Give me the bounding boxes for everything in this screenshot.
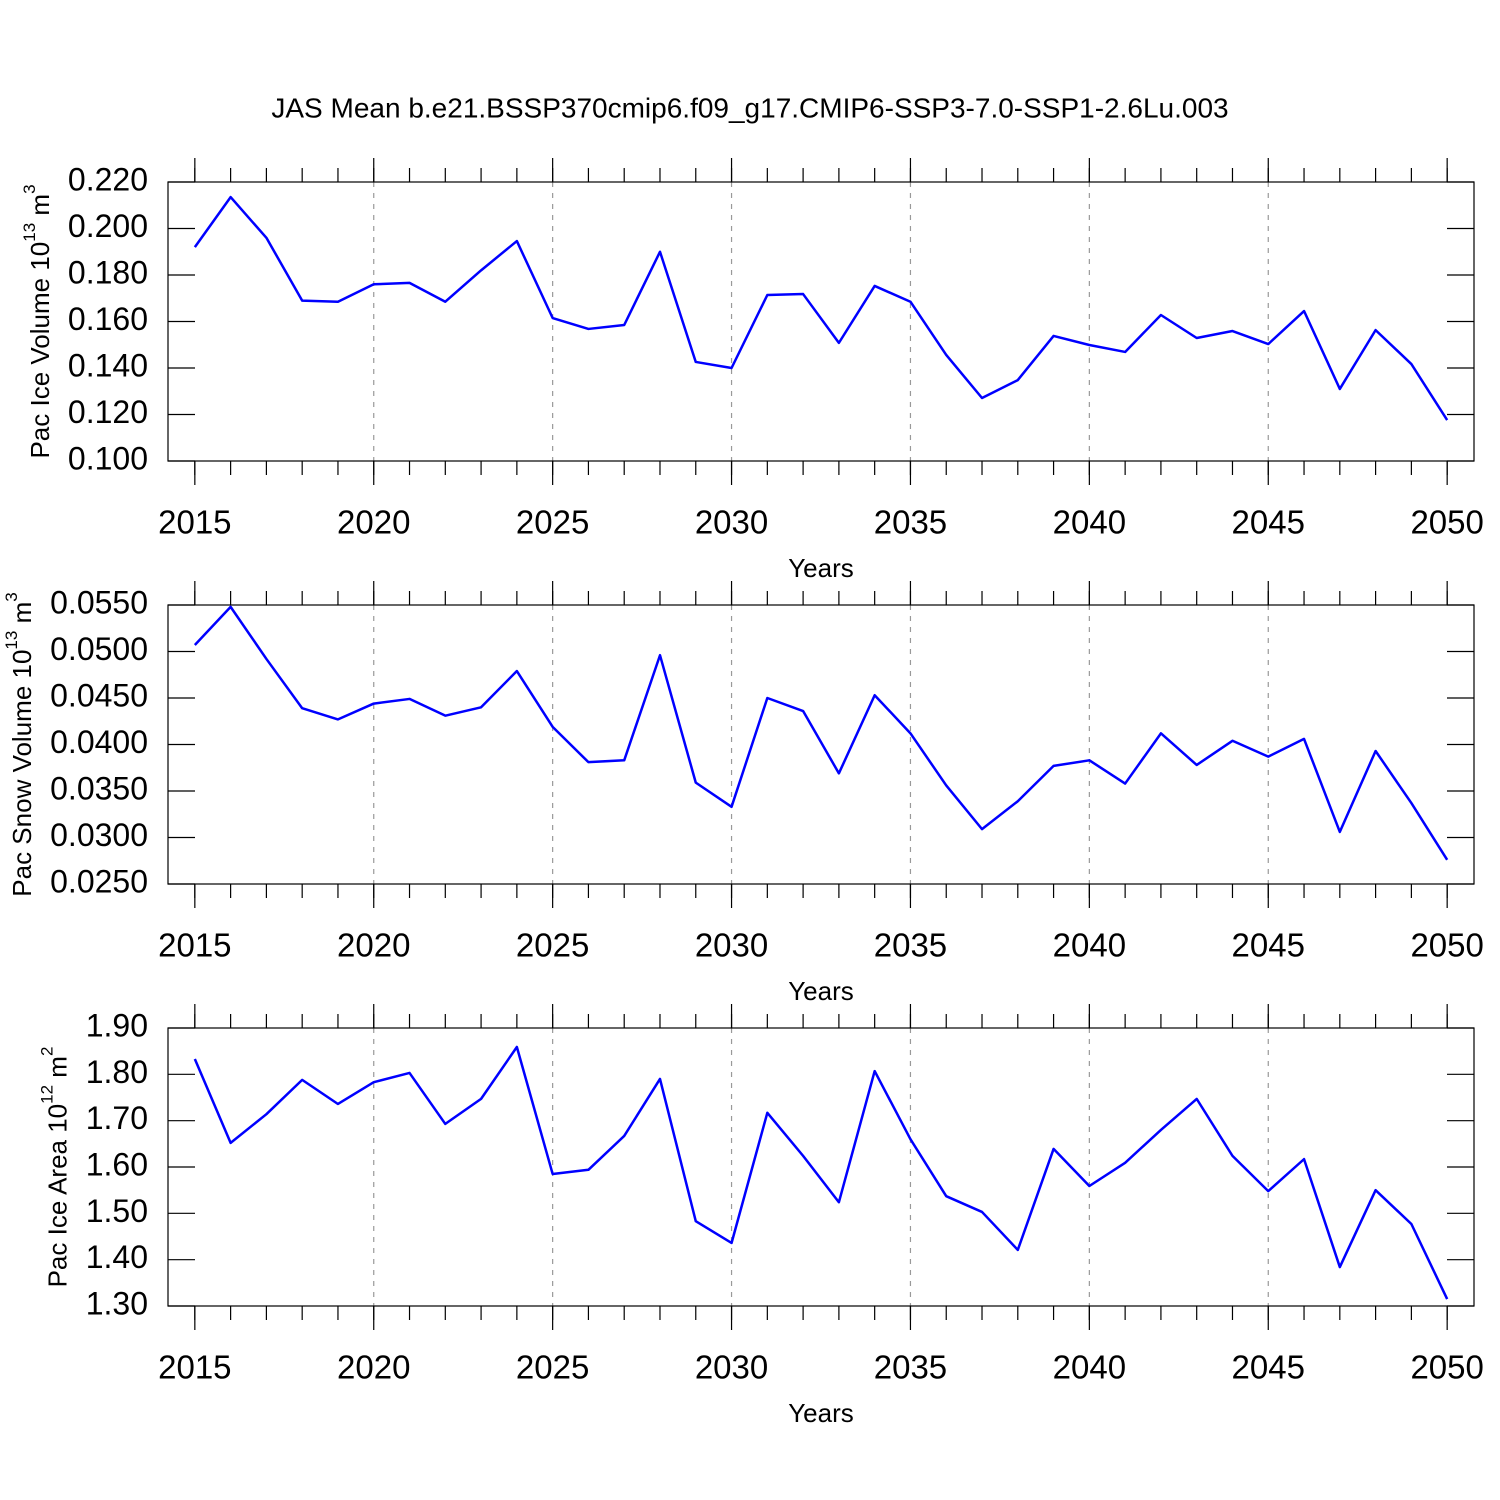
y-axis-title-part: m bbox=[25, 194, 55, 223]
x-tick-label: 2040 bbox=[1053, 504, 1126, 541]
y-axis-title-part: Pac Ice Area 10 bbox=[43, 1104, 73, 1288]
x-tick-label: 2045 bbox=[1232, 927, 1305, 964]
y-tick-label: 0.0250 bbox=[50, 863, 148, 899]
y-tick-label: 1.40 bbox=[86, 1239, 148, 1275]
x-tick-label: 2030 bbox=[695, 504, 768, 541]
x-axis-title: Years bbox=[788, 1398, 854, 1428]
y-axis-title-superscript: 3 bbox=[20, 184, 39, 193]
y-tick-label: 1.90 bbox=[86, 1007, 148, 1043]
x-tick-label: 2015 bbox=[158, 504, 231, 541]
y-tick-label: 1.70 bbox=[86, 1100, 148, 1136]
y-axis-title: Pac Ice Volume 1013 m3 bbox=[20, 184, 54, 458]
y-tick-label: 0.0550 bbox=[50, 584, 148, 620]
x-tick-label: 2030 bbox=[695, 927, 768, 964]
x-tick-label: 2050 bbox=[1410, 927, 1483, 964]
x-tick-label: 2020 bbox=[337, 927, 410, 964]
y-tick-label: 0.0400 bbox=[50, 724, 148, 760]
plot-frame bbox=[167, 181, 1475, 462]
x-tick-label: 2025 bbox=[516, 1349, 589, 1386]
x-tick-label: 2015 bbox=[158, 1349, 231, 1386]
x-tick-label: 2045 bbox=[1232, 1349, 1305, 1386]
y-axis-title-part: Pac Snow Volume 10 bbox=[7, 650, 37, 897]
y-tick-label: 0.160 bbox=[68, 301, 148, 337]
figure-title: JAS Mean b.e21.BSSP370cmip6.f09_g17.CMIP… bbox=[271, 92, 1228, 123]
x-axis-title: Years bbox=[788, 553, 854, 583]
y-axis-title-superscript: 3 bbox=[3, 592, 22, 601]
x-tick-label: 2050 bbox=[1410, 504, 1483, 541]
y-tick-label: 0.100 bbox=[68, 440, 148, 476]
x-tick-label: 2045 bbox=[1232, 504, 1305, 541]
y-axis-title-superscript: 13 bbox=[20, 223, 39, 242]
x-tick-label: 2025 bbox=[516, 927, 589, 964]
y-axis-title-part: m bbox=[43, 1056, 73, 1085]
x-tick-label: 2040 bbox=[1053, 1349, 1126, 1386]
y-tick-label: 0.0500 bbox=[50, 631, 148, 667]
x-tick-label: 2025 bbox=[516, 504, 589, 541]
y-tick-label: 0.120 bbox=[68, 394, 148, 430]
plot-frame bbox=[167, 604, 1475, 885]
plot-frame bbox=[167, 1027, 1475, 1307]
y-tick-label: 0.220 bbox=[68, 161, 148, 197]
y-axis-title-part: m bbox=[7, 602, 37, 631]
y-tick-label: 0.0350 bbox=[50, 770, 148, 806]
data-line bbox=[193, 1045, 1449, 1300]
x-axis-title: Years bbox=[788, 976, 854, 1006]
y-tick-label: 1.80 bbox=[86, 1054, 148, 1090]
x-tick-label: 2015 bbox=[158, 927, 231, 964]
y-axis-title: Pac Ice Area 1012 m2 bbox=[38, 1047, 72, 1288]
data-line bbox=[193, 195, 1449, 421]
y-tick-label: 0.0450 bbox=[50, 677, 148, 713]
data-line bbox=[193, 605, 1449, 861]
y-tick-label: 0.0300 bbox=[50, 817, 148, 853]
y-tick-label: 0.180 bbox=[68, 254, 148, 290]
y-axis-title-part: Pac Ice Volume 10 bbox=[25, 242, 55, 459]
x-tick-label: 2035 bbox=[874, 504, 947, 541]
x-tick-label: 2020 bbox=[337, 504, 410, 541]
y-tick-label: 1.60 bbox=[86, 1146, 148, 1182]
x-tick-label: 2030 bbox=[695, 1349, 768, 1386]
x-tick-label: 2035 bbox=[874, 927, 947, 964]
y-tick-label: 1.30 bbox=[86, 1285, 148, 1321]
y-axis-title-superscript: 13 bbox=[3, 631, 22, 650]
y-tick-label: 0.200 bbox=[68, 208, 148, 244]
y-axis-title-superscript: 2 bbox=[38, 1047, 57, 1056]
x-tick-label: 2035 bbox=[874, 1349, 947, 1386]
x-tick-label: 2020 bbox=[337, 1349, 410, 1386]
y-tick-label: 1.50 bbox=[86, 1193, 148, 1229]
x-tick-label: 2040 bbox=[1053, 927, 1126, 964]
x-tick-label: 2050 bbox=[1410, 1349, 1483, 1386]
y-tick-label: 0.140 bbox=[68, 347, 148, 383]
y-axis-title: Pac Snow Volume 1013 m3 bbox=[3, 592, 37, 896]
y-axis-title-superscript: 12 bbox=[38, 1085, 57, 1104]
